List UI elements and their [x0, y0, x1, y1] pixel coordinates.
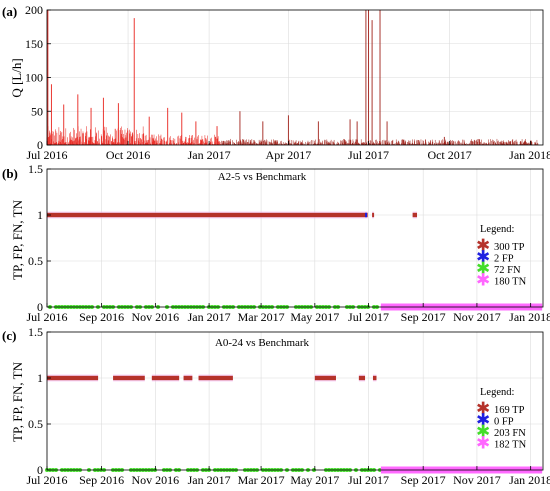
- panel-b-frame: [46, 168, 544, 308]
- panel-a-y-ticks: 0 50 100 150 200: [25, 3, 51, 152]
- panel-c: 0 0.5 1 1.5 Jul 2016 Sep 2016 Nov 2016 Jan 201…: [10, 325, 550, 487]
- x-tick-label: May 2017: [290, 310, 339, 324]
- y-tick-label: 1.5: [28, 325, 43, 339]
- legend-fn-star: ✱: [476, 422, 490, 442]
- fp-marker: [365, 212, 368, 218]
- tp-marker: [198, 375, 233, 381]
- legend-fn-star: ✱: [476, 259, 490, 279]
- x-tick-label: Jan 2017: [188, 310, 231, 324]
- y-tick-label: 200: [25, 3, 43, 17]
- y-tick-label: 0.5: [28, 417, 43, 431]
- x-tick-label: Nov 2017: [453, 310, 501, 324]
- legend-tn-star: ✱: [476, 434, 490, 454]
- x-tick-label: Jan 2018: [509, 148, 550, 162]
- tp-marker: [372, 212, 375, 218]
- tp-marker: [412, 212, 418, 218]
- tp-marker: [151, 375, 180, 381]
- panel-label-a: (a): [2, 4, 17, 19]
- panel-b: 0 0.5 1 1.5 Jul 2016 Sep 2016 Nov 2016 Jan 201…: [10, 162, 550, 324]
- tp-marker: [358, 375, 366, 381]
- tp-marker: [47, 375, 99, 381]
- x-tick-label: Mar 2017: [238, 473, 285, 487]
- panel-b-grid: [46, 168, 543, 308]
- legend-fn-label: 203 FN: [494, 428, 526, 439]
- x-tick-label: Mar 2017: [238, 310, 285, 324]
- panel-label-b: (b): [2, 166, 18, 181]
- panel-label-c: (c): [2, 328, 16, 343]
- y-tick-label: 100: [25, 71, 43, 85]
- x-tick-label: May 2017: [290, 473, 339, 487]
- panel-b-legend: Legend:✱ 300 TP✱ 2 FP✱ 72 FN✱ 180 TN: [476, 224, 527, 291]
- y-tick-label: 1: [37, 371, 43, 385]
- y-tick-label: 1.5: [28, 162, 43, 176]
- x-tick-label: Jul 2017: [348, 148, 389, 162]
- tp-marker: [314, 375, 336, 381]
- legend-tn-star: ✱: [476, 271, 490, 291]
- panel-a: 0 50 100 150 200 Jul 2016 Oct 2016 Jan 2017 Apr…: [9, 3, 550, 162]
- legend-tn-label: 182 TN: [494, 440, 527, 451]
- y-tick-label: 0: [37, 300, 43, 314]
- legend-title: Legend:: [480, 224, 514, 235]
- panel-a-x-ticks: Jul 2016 Oct 2016 Jan 2017 Apr 2017 Jul 2017…: [26, 141, 550, 162]
- panel-c-grid: [46, 331, 543, 471]
- panel-b-title: A2-5 vs Benchmark: [218, 171, 307, 183]
- x-tick-label: Nov 2017: [453, 473, 501, 487]
- x-tick-label: Sep 2016: [79, 473, 124, 487]
- legend-fp-star: ✱: [476, 248, 490, 268]
- x-tick-label: Nov 2016: [132, 473, 180, 487]
- panel-a-ylabel: Q [L/h]: [9, 58, 24, 97]
- x-tick-label: Jul 2016: [26, 310, 67, 324]
- legend-fp-star: ✱: [476, 411, 490, 431]
- x-tick-label: Sep 2017: [401, 310, 446, 324]
- x-tick-label: Apr 2017: [266, 148, 312, 162]
- y-tick-label: 150: [25, 37, 43, 51]
- legend-fp-label: 2 FP: [494, 254, 514, 265]
- legend-title: Legend:: [480, 387, 514, 398]
- x-tick-label: Jan 2017: [188, 148, 231, 162]
- tp-marker: [183, 375, 193, 381]
- panel-a-grid: [46, 9, 543, 146]
- x-tick-label: Jul 2016: [26, 473, 67, 487]
- panel-c-ylabel: TP, FP, FN, TN: [10, 361, 25, 442]
- panel-b-x-ticks: Jul 2016 Sep 2016 Nov 2016 Jan 2017 Mar 2017…: [26, 303, 550, 324]
- legend-tn-label: 180 TN: [494, 277, 527, 288]
- tp-marker: [372, 375, 377, 381]
- y-tick-label: 0.5: [28, 254, 43, 268]
- x-tick-label: Oct 2016: [106, 148, 150, 162]
- legend-fn-label: 72 FN: [494, 265, 521, 276]
- panel-c-title: A0-24 vs Benchmark: [215, 337, 310, 349]
- y-tick-label: 0: [37, 138, 43, 152]
- x-tick-label: Sep 2017: [401, 473, 446, 487]
- legend-tp-star: ✱: [476, 236, 490, 256]
- x-tick-label: Nov 2016: [132, 310, 180, 324]
- panel-c-y-ticks: 0 0.5 1 1.5: [28, 325, 51, 477]
- legend-fp-label: 0 FP: [494, 417, 514, 428]
- panel-c-frame: [46, 331, 544, 471]
- x-tick-label: Jan 2018: [509, 473, 550, 487]
- panel-c-x-ticks: Jul 2016 Sep 2016 Nov 2016 Jan 2017 Mar 2017…: [26, 466, 550, 487]
- x-tick-label: Jul 2017: [348, 310, 389, 324]
- legend-tp-star: ✱: [476, 399, 490, 419]
- tp-marker: [47, 212, 368, 218]
- y-tick-label: 0: [37, 463, 43, 477]
- x-tick-label: Jan 2018: [509, 310, 550, 324]
- tp-marker: [113, 375, 145, 381]
- panel-a-flow-spikes: [47, 10, 525, 145]
- panel-a-base-flow: [46, 126, 539, 145]
- x-tick-label: Jul 2016: [26, 148, 67, 162]
- x-tick-label: Jul 2017: [348, 473, 389, 487]
- x-tick-label: Oct 2017: [427, 148, 471, 162]
- y-tick-label: 1: [37, 208, 43, 222]
- legend-tp-label: 300 TP: [494, 242, 525, 253]
- y-tick-label: 50: [31, 104, 43, 118]
- panel-b-ylabel: TP, FP, FN, TN: [10, 199, 25, 280]
- x-tick-label: Jan 2017: [188, 473, 231, 487]
- panel-c-legend: Legend:✱ 169 TP✱ 0 FP✱ 203 FN✱ 182 TN: [476, 387, 527, 454]
- x-tick-label: Sep 2016: [79, 310, 124, 324]
- panel-b-y-ticks: 0 0.5 1 1.5: [28, 162, 51, 314]
- legend-tp-label: 169 TP: [494, 405, 525, 416]
